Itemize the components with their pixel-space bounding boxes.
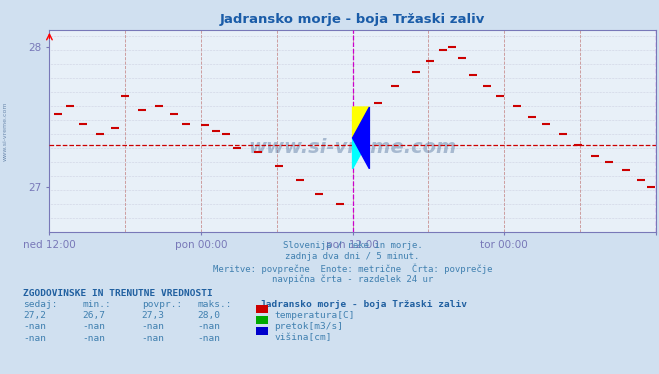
Text: www.si-vreme.com: www.si-vreme.com [248, 138, 457, 157]
Polygon shape [353, 107, 370, 138]
Text: temperatura[C]: temperatura[C] [274, 311, 355, 320]
Text: zadnja dva dni / 5 minut.: zadnja dva dni / 5 minut. [285, 252, 420, 261]
Text: ZGODOVINSKE IN TRENUTNE VREDNOSTI: ZGODOVINSKE IN TRENUTNE VREDNOSTI [23, 289, 213, 298]
Text: Jadransko morje - boja Tržaski zaliv: Jadransko morje - boja Tržaski zaliv [220, 13, 485, 26]
Text: Meritve: povprečne  Enote: metrične  Črta: povprečje: Meritve: povprečne Enote: metrične Črta:… [213, 264, 492, 274]
Text: 26,7: 26,7 [82, 311, 105, 320]
Text: -nan: -nan [142, 334, 165, 343]
Text: maks.:: maks.: [198, 300, 232, 309]
Text: -nan: -nan [198, 334, 221, 343]
Text: 28,0: 28,0 [198, 311, 221, 320]
Text: -nan: -nan [142, 322, 165, 331]
Text: pretok[m3/s]: pretok[m3/s] [274, 322, 343, 331]
Text: Slovenija / reke in morje.: Slovenija / reke in morje. [283, 241, 422, 250]
Text: -nan: -nan [82, 334, 105, 343]
Text: sedaj:: sedaj: [23, 300, 57, 309]
Text: www.si-vreme.com: www.si-vreme.com [3, 101, 8, 161]
Text: 27,3: 27,3 [142, 311, 165, 320]
Text: Jadransko morje - boja Tržaski zaliv: Jadransko morje - boja Tržaski zaliv [260, 300, 467, 309]
Text: -nan: -nan [23, 334, 46, 343]
Polygon shape [353, 107, 370, 169]
Text: min.:: min.: [82, 300, 111, 309]
Text: -nan: -nan [82, 322, 105, 331]
Text: 27,2: 27,2 [23, 311, 46, 320]
Text: -nan: -nan [198, 322, 221, 331]
Text: višina[cm]: višina[cm] [274, 334, 331, 343]
Polygon shape [353, 138, 370, 169]
Text: -nan: -nan [23, 322, 46, 331]
Text: povpr.:: povpr.: [142, 300, 182, 309]
Text: navpična črta - razdelek 24 ur: navpična črta - razdelek 24 ur [272, 275, 433, 284]
